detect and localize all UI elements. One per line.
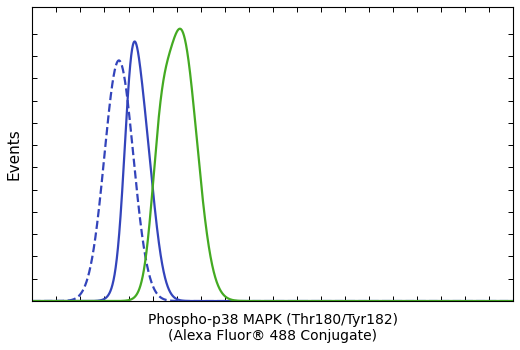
X-axis label: Phospho-p38 MAPK (Thr180/Tyr182)
(Alexa Fluor® 488 Conjugate): Phospho-p38 MAPK (Thr180/Tyr182) (Alexa … xyxy=(148,313,398,343)
Y-axis label: Events: Events xyxy=(7,128,22,180)
